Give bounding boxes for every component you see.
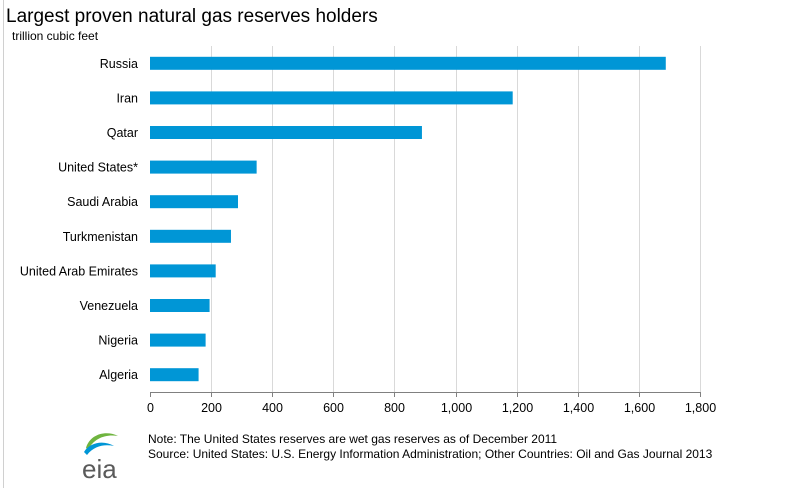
category-label: Russia	[100, 57, 138, 71]
chart-title: Largest proven natural gas reserves hold…	[6, 6, 378, 27]
bar	[150, 333, 206, 347]
x-tick-label: 1,000	[441, 401, 472, 415]
svg-text:eia: eia	[82, 454, 117, 484]
axes	[150, 392, 701, 397]
x-tick-label: 1,400	[563, 401, 594, 415]
tick-labels: 0 200 400 600 800 1,000 1,200 1,400 1,600 1,800	[147, 401, 716, 415]
bar	[150, 91, 513, 105]
window-edge	[0, 0, 4, 488]
bar	[150, 126, 422, 139]
x-tick-label: 600	[323, 401, 344, 415]
category-labels: Russia Iran Qatar United States* Saudi Arabi…	[20, 57, 138, 382]
bar	[150, 264, 216, 278]
chart-note: Note: The United States reserves are wet…	[148, 432, 558, 446]
category-label: United States*	[58, 161, 138, 175]
category-label: Venezuela	[80, 299, 138, 313]
category-label: Saudi Arabia	[67, 195, 138, 209]
chart-subtitle: trillion cubic feet	[12, 29, 99, 43]
bar	[150, 195, 238, 209]
x-tick-label: 800	[384, 401, 405, 415]
category-label: United Arab Emirates	[20, 264, 138, 278]
x-tick-label: 0	[147, 401, 154, 415]
bar	[150, 299, 210, 312]
bar	[150, 160, 257, 174]
category-label: Nigeria	[98, 334, 138, 348]
x-tick-label: 1,800	[685, 401, 716, 415]
category-label: Algeria	[99, 368, 138, 382]
bar	[150, 368, 199, 382]
x-tick-label: 400	[262, 401, 283, 415]
bars	[150, 56, 666, 382]
eia-logo: eia	[82, 433, 118, 484]
chart-source: Source: United States: U.S. Energy Infor…	[148, 447, 713, 461]
bar	[150, 229, 231, 243]
x-tick-label: 1,600	[624, 401, 655, 415]
x-tick-label: 1,200	[502, 401, 533, 415]
category-label: Turkmenistan	[63, 230, 138, 244]
category-label: Iran	[116, 91, 138, 105]
bar	[150, 56, 666, 70]
bar-chart: Russia Iran Qatar United States* Saudi Arabi…	[20, 46, 716, 415]
category-label: Qatar	[107, 126, 138, 140]
x-tick-label: 200	[201, 401, 222, 415]
